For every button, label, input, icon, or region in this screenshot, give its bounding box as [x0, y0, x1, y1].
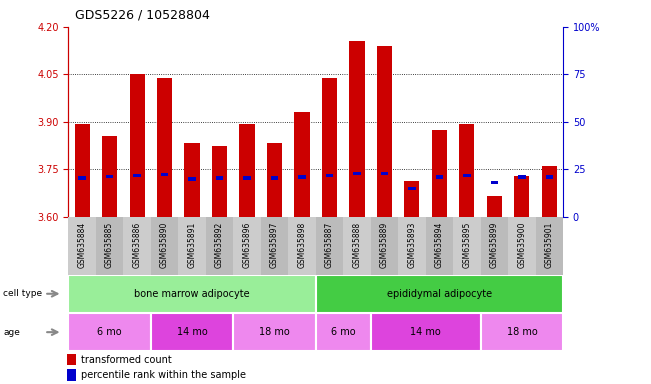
Text: percentile rank within the sample: percentile rank within the sample	[81, 370, 246, 380]
Bar	[68, 275, 316, 313]
Bar	[322, 78, 337, 217]
Bar	[288, 217, 316, 275]
Bar	[161, 172, 169, 176]
Text: GDS5226 / 10528804: GDS5226 / 10528804	[75, 8, 210, 21]
Text: GSM635894: GSM635894	[435, 222, 444, 268]
Bar	[426, 217, 453, 275]
Bar	[67, 369, 76, 381]
Text: GSM635889: GSM635889	[380, 222, 389, 268]
Text: GSM635900: GSM635900	[518, 222, 527, 268]
Bar	[96, 217, 123, 275]
Bar	[68, 313, 151, 351]
Bar	[381, 172, 388, 175]
Text: 18 mo: 18 mo	[259, 327, 290, 337]
Bar	[316, 275, 563, 313]
Text: GSM635887: GSM635887	[325, 222, 334, 268]
Bar	[243, 176, 251, 180]
Text: 14 mo: 14 mo	[410, 327, 441, 337]
Bar	[370, 313, 480, 351]
Bar	[432, 130, 447, 217]
Bar	[542, 166, 557, 217]
Bar	[78, 176, 86, 180]
Bar	[233, 313, 316, 351]
Text: 18 mo: 18 mo	[506, 327, 537, 337]
Bar	[215, 176, 223, 180]
Text: bone marrow adipocyte: bone marrow adipocyte	[134, 289, 250, 299]
Text: epididymal adipocyte: epididymal adipocyte	[387, 289, 492, 299]
Bar	[267, 142, 282, 217]
Bar	[151, 217, 178, 275]
Bar	[157, 78, 172, 217]
Text: GSM635888: GSM635888	[352, 222, 361, 268]
Bar	[408, 187, 416, 190]
Bar	[518, 175, 525, 179]
Text: transformed count: transformed count	[81, 354, 172, 364]
Bar	[343, 217, 370, 275]
Bar	[233, 217, 261, 275]
Bar	[271, 176, 278, 180]
Text: GSM635896: GSM635896	[243, 222, 251, 268]
Bar	[480, 313, 563, 351]
Bar	[536, 217, 563, 275]
Bar	[316, 313, 370, 351]
Bar	[326, 174, 333, 177]
Bar	[491, 181, 498, 184]
Text: GSM635892: GSM635892	[215, 222, 224, 268]
Bar	[188, 177, 196, 180]
Bar	[487, 196, 502, 217]
Bar	[508, 217, 536, 275]
Bar	[480, 217, 508, 275]
Text: GSM635893: GSM635893	[408, 222, 417, 268]
Text: GSM635891: GSM635891	[187, 222, 197, 268]
Bar	[460, 124, 475, 217]
Text: GSM635897: GSM635897	[270, 222, 279, 268]
Bar	[261, 217, 288, 275]
Text: 6 mo: 6 mo	[97, 327, 122, 337]
Bar	[463, 174, 471, 177]
Text: GSM635890: GSM635890	[160, 222, 169, 268]
Text: 14 mo: 14 mo	[176, 327, 208, 337]
Bar	[123, 217, 151, 275]
Text: cell type: cell type	[3, 289, 42, 298]
Bar	[74, 124, 90, 217]
Bar	[453, 217, 480, 275]
Bar	[178, 217, 206, 275]
Bar	[353, 172, 361, 175]
Bar	[377, 46, 392, 217]
Text: GSM635899: GSM635899	[490, 222, 499, 268]
Bar	[130, 74, 145, 217]
Bar	[514, 176, 529, 217]
Bar	[404, 180, 419, 217]
Bar	[106, 174, 113, 178]
Text: 6 mo: 6 mo	[331, 327, 355, 337]
Bar	[240, 124, 255, 217]
Text: GSM635895: GSM635895	[462, 222, 471, 268]
Text: GSM635886: GSM635886	[133, 222, 141, 268]
Bar	[436, 175, 443, 179]
Bar	[67, 354, 76, 365]
Bar	[102, 136, 117, 217]
Bar	[133, 174, 141, 177]
Text: GSM635885: GSM635885	[105, 222, 114, 268]
Bar	[370, 217, 398, 275]
Bar	[546, 175, 553, 179]
Text: GSM635898: GSM635898	[298, 222, 307, 268]
Bar	[206, 217, 233, 275]
Bar	[68, 217, 96, 275]
Bar	[350, 41, 365, 217]
Text: GSM635884: GSM635884	[77, 222, 87, 268]
Text: age: age	[3, 328, 20, 337]
Bar	[298, 175, 306, 179]
Text: GSM635901: GSM635901	[545, 222, 554, 268]
Bar	[151, 313, 233, 351]
Bar	[398, 217, 426, 275]
Bar	[316, 217, 343, 275]
Bar	[212, 146, 227, 217]
Bar	[294, 113, 310, 217]
Bar	[184, 142, 200, 217]
